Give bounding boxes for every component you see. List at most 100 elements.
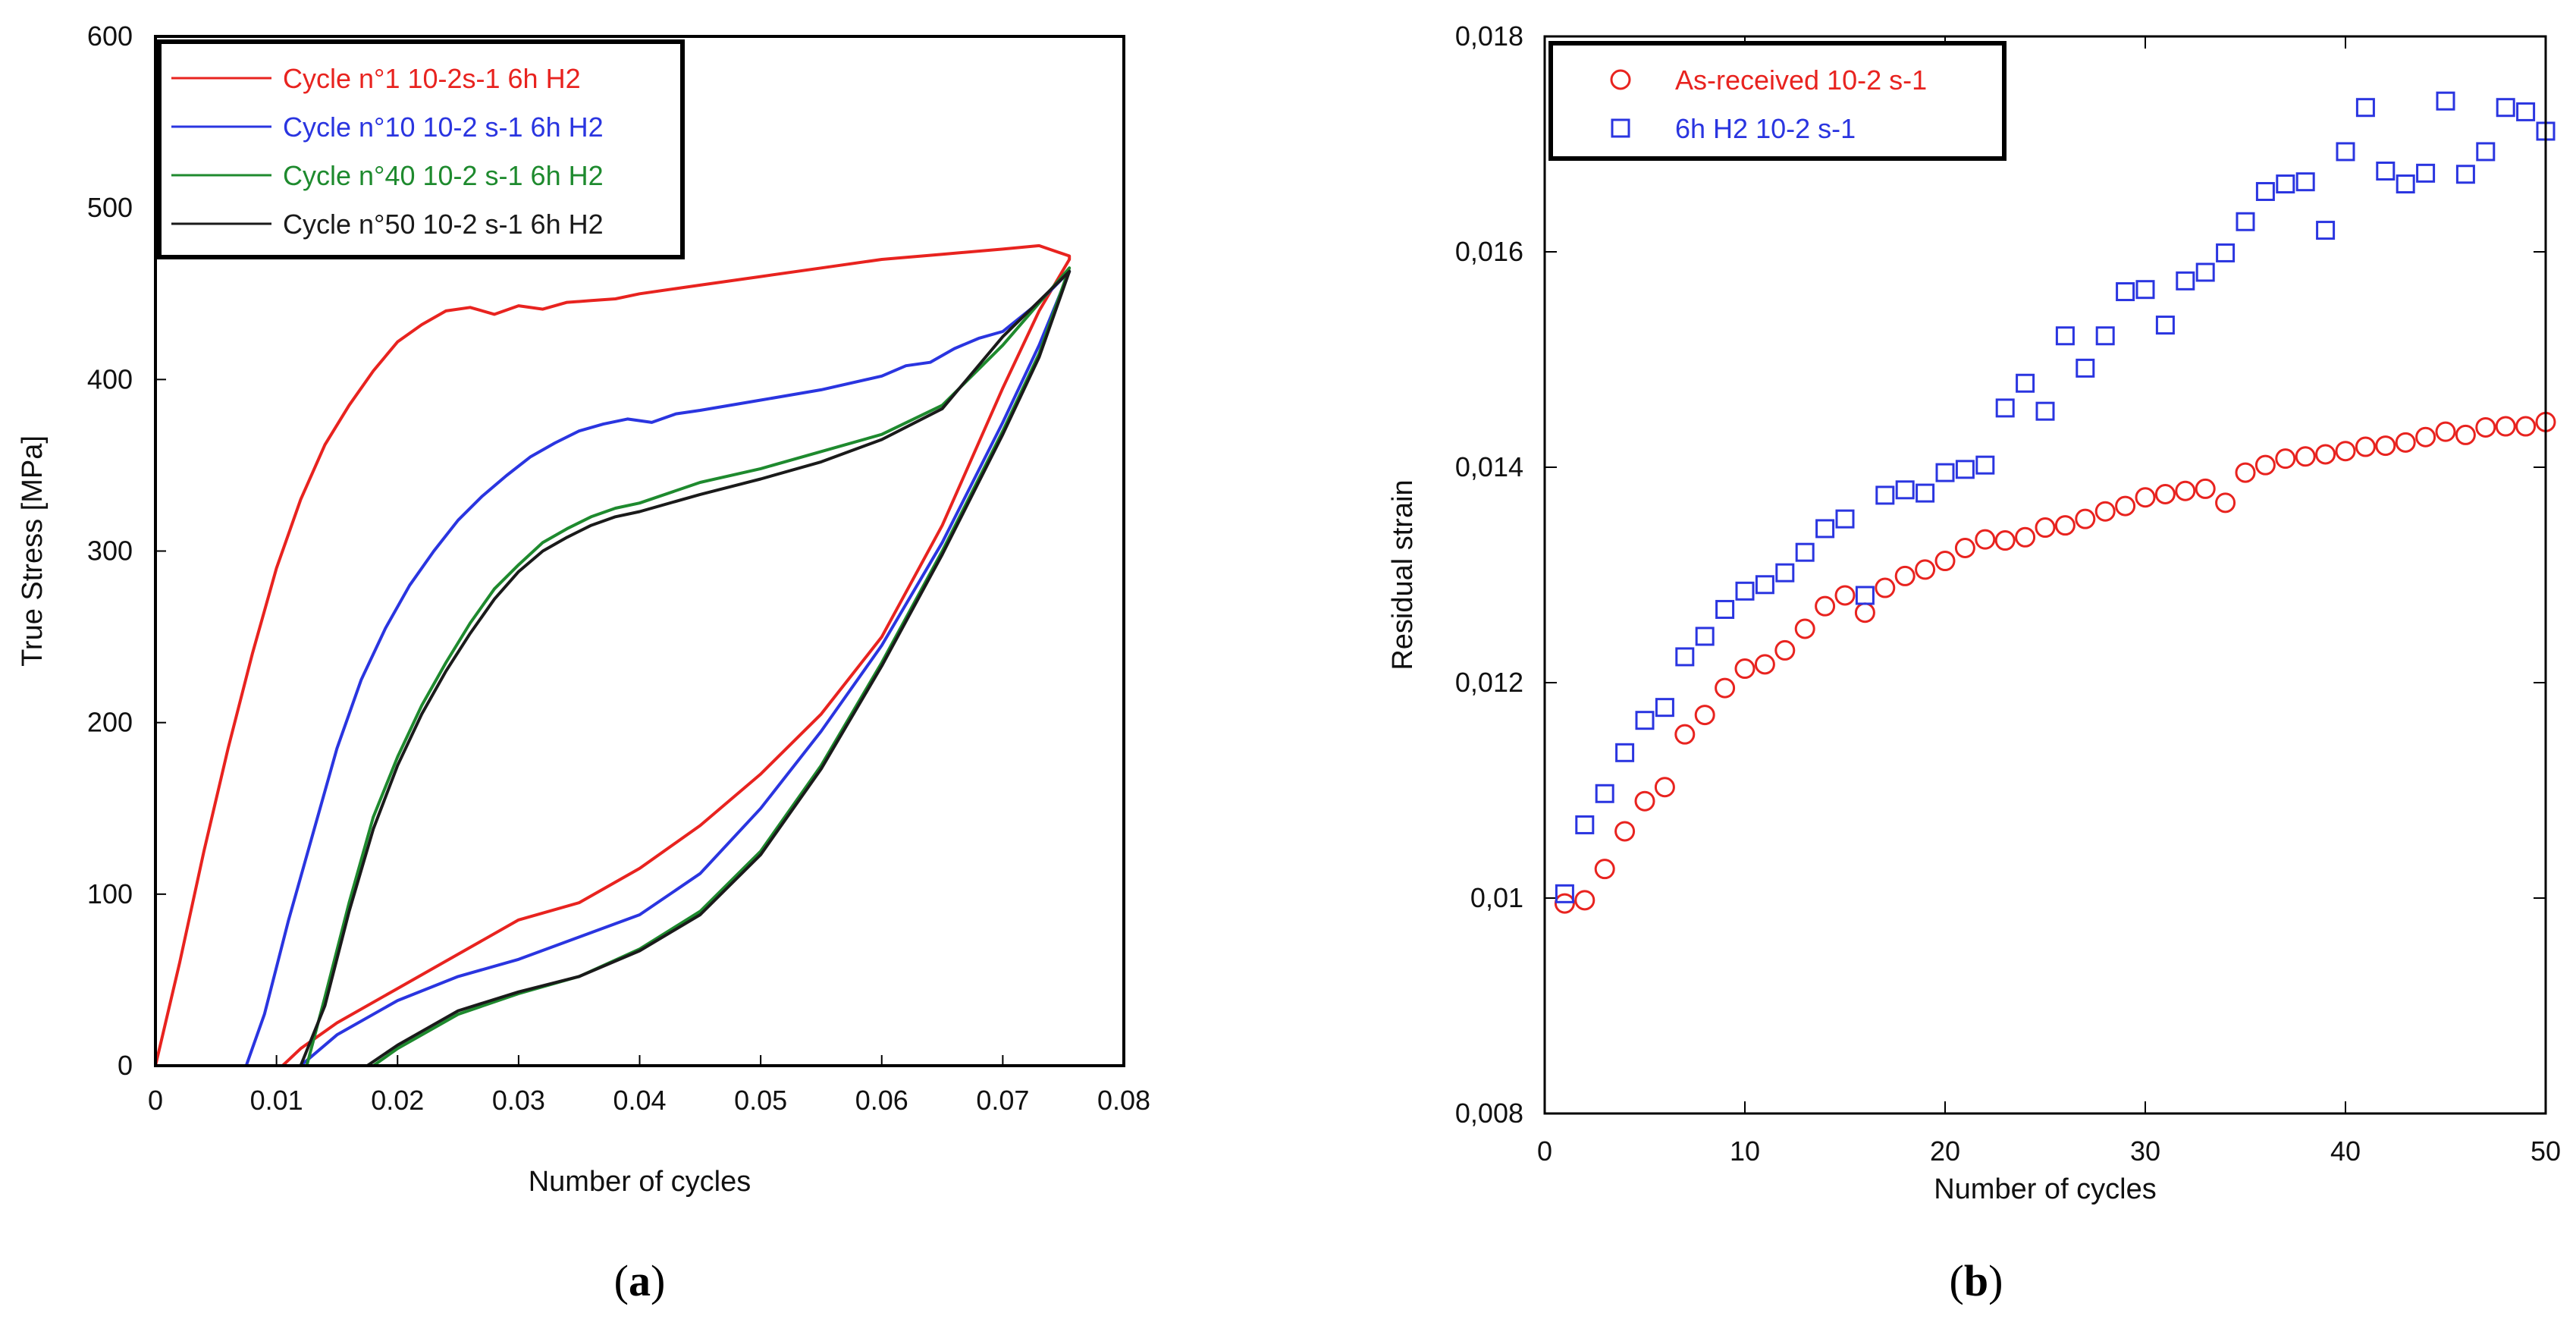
chart-b-series-2-point <box>1975 455 1995 475</box>
chart-b-series-2-point <box>1875 485 1895 505</box>
chart-b-series-2-point <box>1675 647 1695 667</box>
chart-a-series-2-line <box>244 269 1072 1067</box>
chart-b-series-2-point <box>2376 162 2396 181</box>
chart-b-series-2-point <box>1895 480 1915 500</box>
chart-a-x-tick-label: 0.04 <box>613 1085 666 1116</box>
chart-b-series-2-point <box>2016 373 2035 393</box>
chart-a-x-tick-label: 0.07 <box>976 1085 1029 1116</box>
chart-a-x-tick-label: 0.03 <box>492 1085 545 1116</box>
chart-b-series-1-point <box>2015 526 2036 548</box>
chart-b-series-2-point <box>1615 743 1635 762</box>
chart-b-series-2-point <box>1635 711 1655 730</box>
chart-b-x-tick-label: 0 <box>1537 1135 1552 1167</box>
chart-a-series-1-line <box>154 243 1072 1067</box>
chart-a-x-tick-label: 0 <box>148 1085 163 1116</box>
chart-b-series-2-point <box>2135 280 2155 300</box>
chart-b-series-2-point <box>1735 581 1755 601</box>
chart-b-series-1-point <box>1614 821 1636 842</box>
chart-b-series-2-point <box>2455 165 2475 184</box>
chart-b-series-1-point <box>2375 435 2396 457</box>
chart-b: 0 10 20 30 40 50 0,008 0,01 0,012 0,014 0,016 0,018… <box>1387 20 2561 1305</box>
chart-b-series-1-point <box>2475 416 2496 438</box>
chart-b-y-tick-label: 0,012 <box>1455 667 1523 698</box>
chart-b-series-1-point <box>1854 602 1875 623</box>
chart-b-series-2-point <box>2116 282 2135 302</box>
chart-a-y-tick-label: 0 <box>118 1050 133 1081</box>
chart-b-series-2-point <box>1715 599 1735 619</box>
chart-b-y-axis-label: Residual strain <box>1387 479 1419 670</box>
chart-a-plot-frame <box>154 35 1125 1067</box>
chart-b-series-1-point <box>2195 478 2216 499</box>
chart-b-x-tick-label: 50 <box>2531 1135 2561 1167</box>
chart-b-ticks <box>1544 36 2546 1114</box>
chart-b-series-1-point <box>1694 705 1715 726</box>
chart-b-series-2-point <box>1835 509 1855 529</box>
chart-a-x-axis-label: Number of cycles <box>529 1166 751 1198</box>
chart-a-y-tick-label: 600 <box>87 20 133 52</box>
chart-b-series-1-point <box>2235 462 2256 483</box>
chart-b-series-1-point <box>2455 424 2476 445</box>
chart-b-y-tick-label: 0,008 <box>1455 1098 1523 1129</box>
chart-b-tick-labels: 0 10 20 30 40 50 0,008 0,01 0,012 0,014 0,016 0,018 <box>1455 20 2561 1167</box>
chart-b-legend-marker <box>1610 69 1631 90</box>
chart-b-series-2-point <box>1555 884 1574 903</box>
chart-b-series-2-point <box>2355 98 2375 118</box>
chart-b-series-1-point <box>2395 432 2416 453</box>
chart-b-series-1-point <box>1574 890 1595 911</box>
chart-b-series-1-point <box>1975 529 1996 550</box>
chart-b-series-2-point <box>1695 627 1715 646</box>
chart-a-y-tick-label: 300 <box>87 536 133 567</box>
chart-b-series-1-point <box>2215 492 2236 514</box>
chart-b-series-2-point <box>1775 563 1795 583</box>
chart-a-series-4-line <box>299 269 1072 1067</box>
chart-b-legend-entry: As-received 10-2 s-1 <box>1675 64 1927 96</box>
chart-b-y-tick-label: 0,018 <box>1455 20 1523 52</box>
chart-b-y-tick-label: 0,014 <box>1455 451 1523 482</box>
chart-b-series-2-point <box>1595 784 1614 803</box>
chart-a-y-tick-label: 400 <box>87 363 133 394</box>
chart-b-series-1-point <box>2275 448 2296 470</box>
chart-b-series-2-point <box>2295 172 2315 192</box>
chart-b-series-1-point <box>1794 618 1815 639</box>
chart-b-series-2-point <box>2035 401 2055 421</box>
chart-a-legend-entry: Cycle n°50 10-2 s-1 6h H2 <box>283 209 604 240</box>
chart-b-series-2-point <box>2216 243 2236 262</box>
chart-b-series-1-point <box>2315 444 2336 465</box>
chart-b-x-axis-label: Number of cycles <box>1934 1173 2157 1205</box>
chart-b-series-1-point <box>2054 515 2076 536</box>
chart-b-series-1-point <box>2035 517 2056 539</box>
chart-a-legend-entry: Cycle n°1 10-2s-1 6h H2 <box>283 63 581 94</box>
chart-b-series-1-point <box>1754 654 1775 675</box>
chart-b-series-1-point <box>1774 639 1796 661</box>
chart-b-series-1-point <box>1954 538 1975 558</box>
chart-a-y-axis-label: True Stress [MPa] <box>17 435 49 667</box>
chart-b-series-2-point <box>1655 698 1674 718</box>
chart-b-series-2-point <box>1995 398 2015 418</box>
chart-a: 0 0.01 0.02 0.03 0.04 0.05 0.06 0.07 0.08 0 100 200… <box>17 20 1150 1305</box>
chart-a-legend-entry: Cycle n°10 10-2 s-1 6h H2 <box>283 112 604 143</box>
chart-b-series-2-point <box>2316 221 2336 240</box>
chart-b-series-1-point <box>2154 484 2176 504</box>
chart-b-panel-letter: b <box>1964 1256 1988 1305</box>
chart-a-x-tick-label: 0.06 <box>855 1085 908 1116</box>
chart-b-series-2-point <box>1795 542 1815 562</box>
chart-a-x-tick-label: 0.01 <box>250 1085 303 1116</box>
chart-b-series-2-point <box>2336 142 2355 162</box>
chart-b-series-1-point <box>1875 577 1896 598</box>
chart-b-series-2-point <box>1935 463 1955 482</box>
chart-b-x-tick-label: 40 <box>2330 1135 2361 1167</box>
chart-b-series-1-point <box>1915 559 1936 580</box>
chart-b-series-1-point <box>2115 495 2136 517</box>
chart-b-series-2-point <box>1955 460 1975 479</box>
chart-b-series-2-point <box>2276 174 2295 194</box>
chart-b-series-1-point <box>1654 777 1675 798</box>
chart-b-series-2-point <box>1855 586 1875 605</box>
chart-b-series-2-point <box>2055 326 2075 346</box>
chart-b-series-1-point <box>1934 551 1956 572</box>
chart-a-x-tick-label: 0.05 <box>734 1085 787 1116</box>
chart-a-y-tick-label: 100 <box>87 878 133 909</box>
chart-b-series-2-point <box>2476 142 2496 162</box>
chart-b-x-tick-label: 30 <box>2130 1135 2160 1167</box>
chart-a-tick-labels: 0 0.01 0.02 0.03 0.04 0.05 0.06 0.07 0.08 0 100 200… <box>87 20 1150 1116</box>
